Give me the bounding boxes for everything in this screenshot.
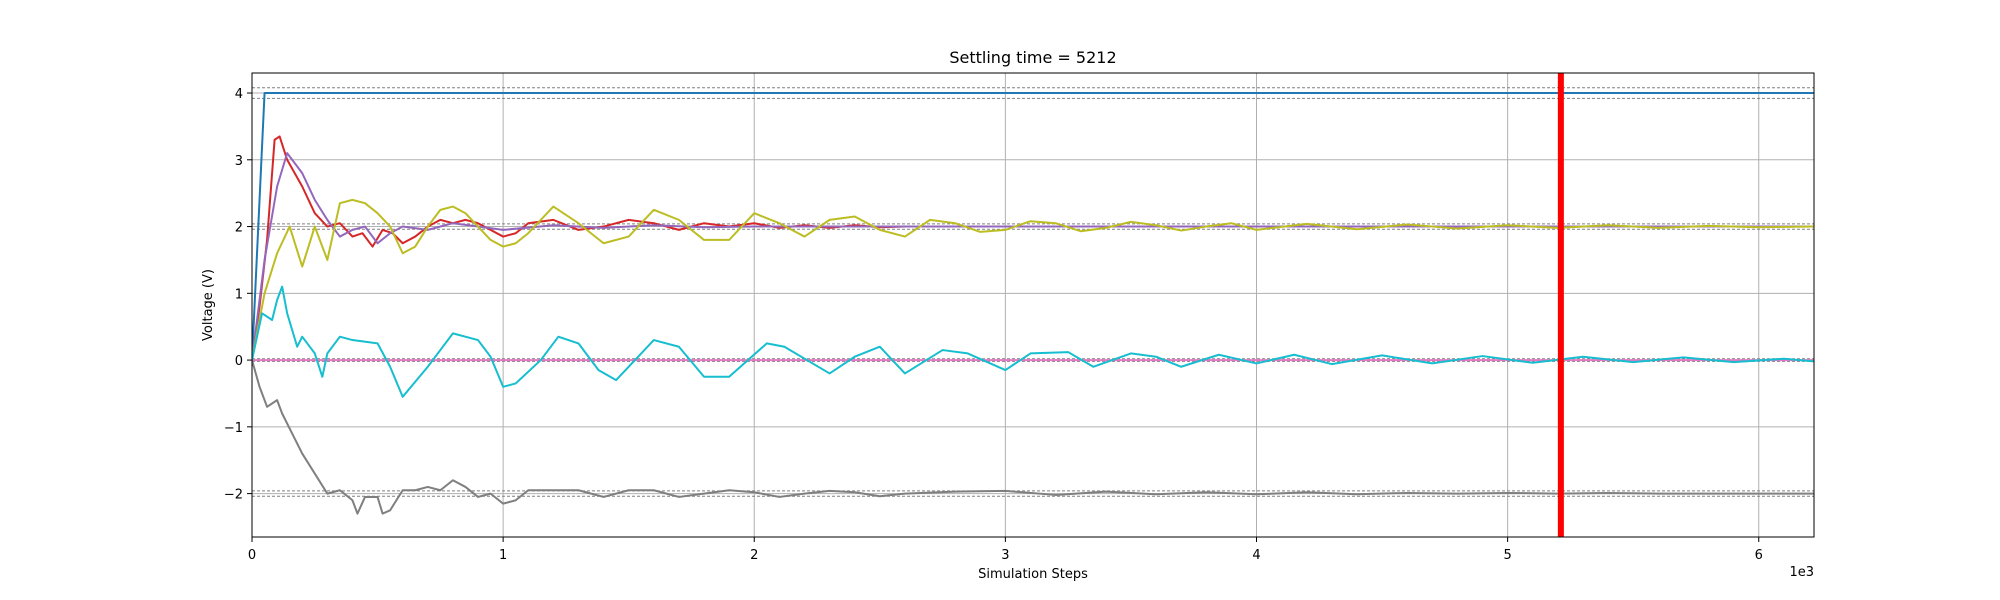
series-line-4	[252, 198, 1814, 361]
series-line-3	[252, 152, 1814, 361]
x-axis-label: Simulation Steps	[978, 567, 1088, 582]
x-axis-offset-label: 1e3	[1789, 565, 1814, 580]
y-tick-label: 4	[235, 87, 243, 102]
x-tick-label: 1	[499, 548, 507, 563]
axis-ticks: 0 1 2 3 4 5 6 −2 −1 0 1 2 3 4	[224, 87, 1763, 563]
plot-frame	[251, 72, 1815, 538]
y-tick-label: 2	[235, 221, 243, 236]
series-line-5	[252, 285, 1814, 398]
series-line-6	[252, 359, 1814, 515]
y-tick-label: 1	[235, 287, 243, 302]
y-tick-label: 3	[235, 154, 243, 169]
x-tick-label: 5	[1503, 548, 1511, 563]
x-tick-label: 2	[750, 548, 758, 563]
y-axis-label: Voltage (V)	[201, 269, 216, 341]
x-tick-label: 6	[1755, 548, 1763, 563]
y-tick-label: 0	[235, 354, 243, 369]
x-tick-label: 3	[1001, 548, 1009, 563]
x-tick-label: 0	[248, 548, 256, 563]
y-tick-label: −2	[224, 488, 243, 503]
x-tick-label: 4	[1252, 548, 1260, 563]
y-tick-label: −1	[224, 421, 243, 436]
series-line-0	[252, 92, 1814, 361]
series-line-2	[252, 135, 1814, 361]
chart-title: Settling time = 5212	[949, 48, 1116, 67]
series-lines	[252, 92, 1814, 515]
